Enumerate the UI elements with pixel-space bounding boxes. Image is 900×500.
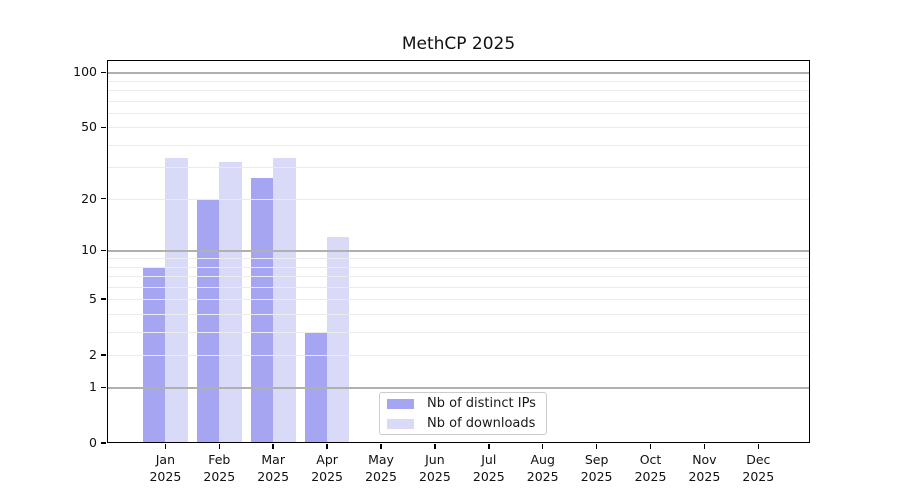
gridline-minor-30: [107, 167, 810, 169]
legend-swatch-downloads: [387, 418, 414, 429]
gridline-minor-60: [107, 112, 810, 115]
gridline-minor-90: [107, 80, 810, 82]
legend-item-downloads: Nb of downloads: [387, 416, 539, 431]
x-tick-mark-apr: [326, 444, 328, 449]
bar-ips-mar: [250, 178, 274, 443]
bar-downloads-mar: [273, 157, 296, 443]
gridline-minor-40: [107, 144, 810, 146]
gridline-minor-50: [107, 127, 810, 129]
y-tick-mark-100: [101, 71, 106, 74]
x-tick-mark-mar: [272, 444, 274, 449]
gridline-major-10: [107, 250, 810, 252]
y-tick-mark-2: [101, 354, 106, 356]
gridline-minor-2: [107, 354, 810, 356]
x-tick-label-aug: Aug 2025: [526, 452, 559, 484]
gridline-minor-6: [107, 286, 810, 288]
x-tick-mark-oct: [649, 444, 652, 449]
y-tick-mark-0: [101, 442, 106, 444]
gridline-minor-70: [107, 100, 810, 102]
y-tick-label-5: 5: [89, 291, 97, 307]
x-tick-label-jul: Jul 2025: [472, 452, 505, 484]
gridline-minor-8: [107, 266, 810, 268]
bar-downloads-jan: [165, 157, 188, 443]
x-tick-mark-jun: [434, 444, 436, 449]
gridline-major-100: [107, 72, 810, 74]
y-tick-mark-20: [101, 197, 106, 200]
y-tick-mark-50: [101, 126, 106, 129]
y-tick-mark-5: [101, 298, 106, 300]
gridline-minor-3: [107, 331, 810, 333]
x-tick-mark-feb: [218, 444, 221, 449]
x-tick-mark-aug: [541, 444, 544, 449]
legend-label-ips: Nb of distinct IPs: [427, 396, 536, 411]
x-tick-label-jun: Jun 2025: [418, 452, 451, 484]
x-tick-label-mar: Mar 2025: [257, 452, 290, 484]
x-tick-label-may: May 2025: [365, 452, 397, 484]
x-tick-mark-jan: [164, 444, 167, 449]
bar-downloads-apr: [327, 237, 350, 443]
bar-downloads-feb: [219, 162, 242, 443]
gridline-major-1: [107, 387, 810, 389]
legend-item-distinct-ips: Nb of distinct IPs: [387, 396, 539, 411]
gridline-minor-20: [107, 198, 810, 200]
y-tick-label-10: 10: [81, 242, 97, 258]
y-tick-label-1: 1: [89, 379, 97, 395]
gridline-minor-7: [107, 276, 810, 278]
x-tick-mark-may: [380, 444, 382, 449]
x-tick-label-nov: Nov 2025: [688, 452, 721, 484]
y-tick-label-100: 100: [73, 64, 97, 80]
x-tick-label-apr: Apr 2025: [311, 452, 343, 484]
x-tick-mark-sep: [595, 444, 598, 449]
x-tick-label-jan: Jan 2025: [149, 452, 182, 484]
plot-area: [107, 60, 810, 443]
y-tick-label-50: 50: [81, 119, 97, 135]
gridline-minor-80: [107, 90, 810, 92]
legend-label-downloads: Nb of downloads: [427, 416, 536, 431]
chart-title: MethCP 2025: [401, 34, 516, 54]
gridline-minor-4: [107, 313, 810, 315]
x-tick-mark-nov: [703, 444, 706, 449]
x-tick-label-feb: Feb 2025: [203, 452, 236, 484]
legend-swatch-ips: [387, 398, 414, 409]
gridline-minor-9: [107, 258, 810, 260]
y-tick-label-20: 20: [81, 190, 97, 206]
bar-ips-jan: [143, 266, 166, 443]
x-tick-label-sep: Sep 2025: [580, 452, 613, 484]
x-tick-mark-jul: [488, 444, 490, 449]
gridline-minor-5: [107, 299, 810, 301]
y-tick-mark-10: [101, 249, 106, 252]
x-tick-mark-dec: [757, 444, 760, 449]
y-tick-label-0: 0: [89, 435, 97, 450]
legend: Nb of distinct IPs Nb of downloads: [379, 392, 547, 435]
x-tick-label-dec: Dec 2025: [742, 452, 775, 484]
bar-ips-feb: [196, 198, 220, 443]
x-tick-label-oct: Oct 2025: [634, 452, 667, 484]
y-tick-mark-1: [101, 386, 106, 389]
y-tick-label-2: 2: [89, 346, 97, 362]
